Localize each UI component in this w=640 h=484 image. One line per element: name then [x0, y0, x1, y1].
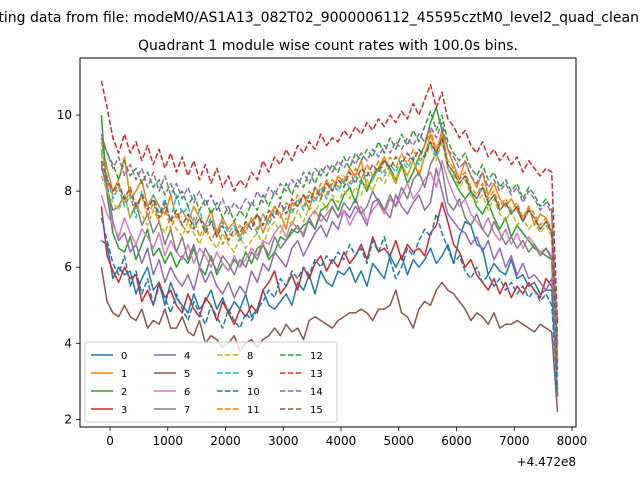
legend-label-7: 7	[184, 405, 190, 416]
series-line-15	[100, 137, 559, 370]
series-line-8	[100, 140, 559, 348]
x-tick-label: 8000	[557, 434, 588, 448]
legend-label-8: 8	[247, 351, 253, 362]
legend-label-11: 11	[247, 405, 260, 416]
series-line-13	[100, 80, 559, 325]
x-tick-label: 1000	[152, 434, 183, 448]
series-line-4	[100, 167, 559, 344]
series-line-12	[100, 110, 559, 336]
x-offset-label: +4.472e8	[517, 455, 576, 469]
legend-label-14: 14	[310, 387, 323, 398]
x-tick-label: 4000	[326, 434, 357, 448]
legend-label-0: 0	[121, 351, 127, 362]
y-tick-label: 4	[64, 336, 72, 350]
x-tick-label: 5000	[383, 434, 414, 448]
x-tick-label: 6000	[441, 434, 472, 448]
suptitle-text: Plotting data from file: modeM0/AS1A13_0…	[0, 10, 640, 26]
legend-label-4: 4	[184, 351, 190, 362]
series-line-11	[100, 129, 559, 359]
legend-label-10: 10	[247, 387, 260, 398]
series-line-10	[100, 213, 559, 390]
legend-label-9: 9	[247, 369, 253, 380]
y-tick-label: 2	[64, 412, 72, 426]
plot-area	[100, 80, 559, 412]
legend-label-3: 3	[121, 405, 127, 416]
legend-label-5: 5	[184, 369, 190, 380]
series-line-14	[100, 121, 559, 348]
legend-label-1: 1	[121, 369, 127, 380]
figure-suptitle: Plotting data from file: modeM0/AS1A13_0…	[0, 10, 640, 30]
legend-box	[84, 341, 338, 423]
y-tick-label: 6	[64, 260, 72, 274]
axes-frame	[79, 57, 577, 428]
x-tick-label: 2000	[210, 434, 241, 448]
y-tick-label: 10	[57, 108, 72, 122]
legend-label-6: 6	[184, 387, 190, 398]
chart-title: Quadrant 1 module wise count rates with …	[138, 38, 518, 54]
series-line-7	[100, 152, 559, 397]
legend-label-15: 15	[310, 405, 323, 416]
legend-label-2: 2	[121, 387, 127, 398]
y-tick-label: 8	[64, 184, 72, 198]
x-tick-label: 0	[106, 434, 114, 448]
x-tick-label: 7000	[499, 434, 530, 448]
x-axis: 0 1000 2000 3000 4000 5000 6000 7000 8000	[106, 427, 587, 448]
legend-label-13: 13	[310, 369, 323, 380]
legend-label-12: 12	[310, 351, 323, 362]
series-line-5	[100, 267, 559, 412]
x-tick-label: 3000	[268, 434, 299, 448]
y-axis: 2 4 6 8 10	[57, 108, 80, 426]
